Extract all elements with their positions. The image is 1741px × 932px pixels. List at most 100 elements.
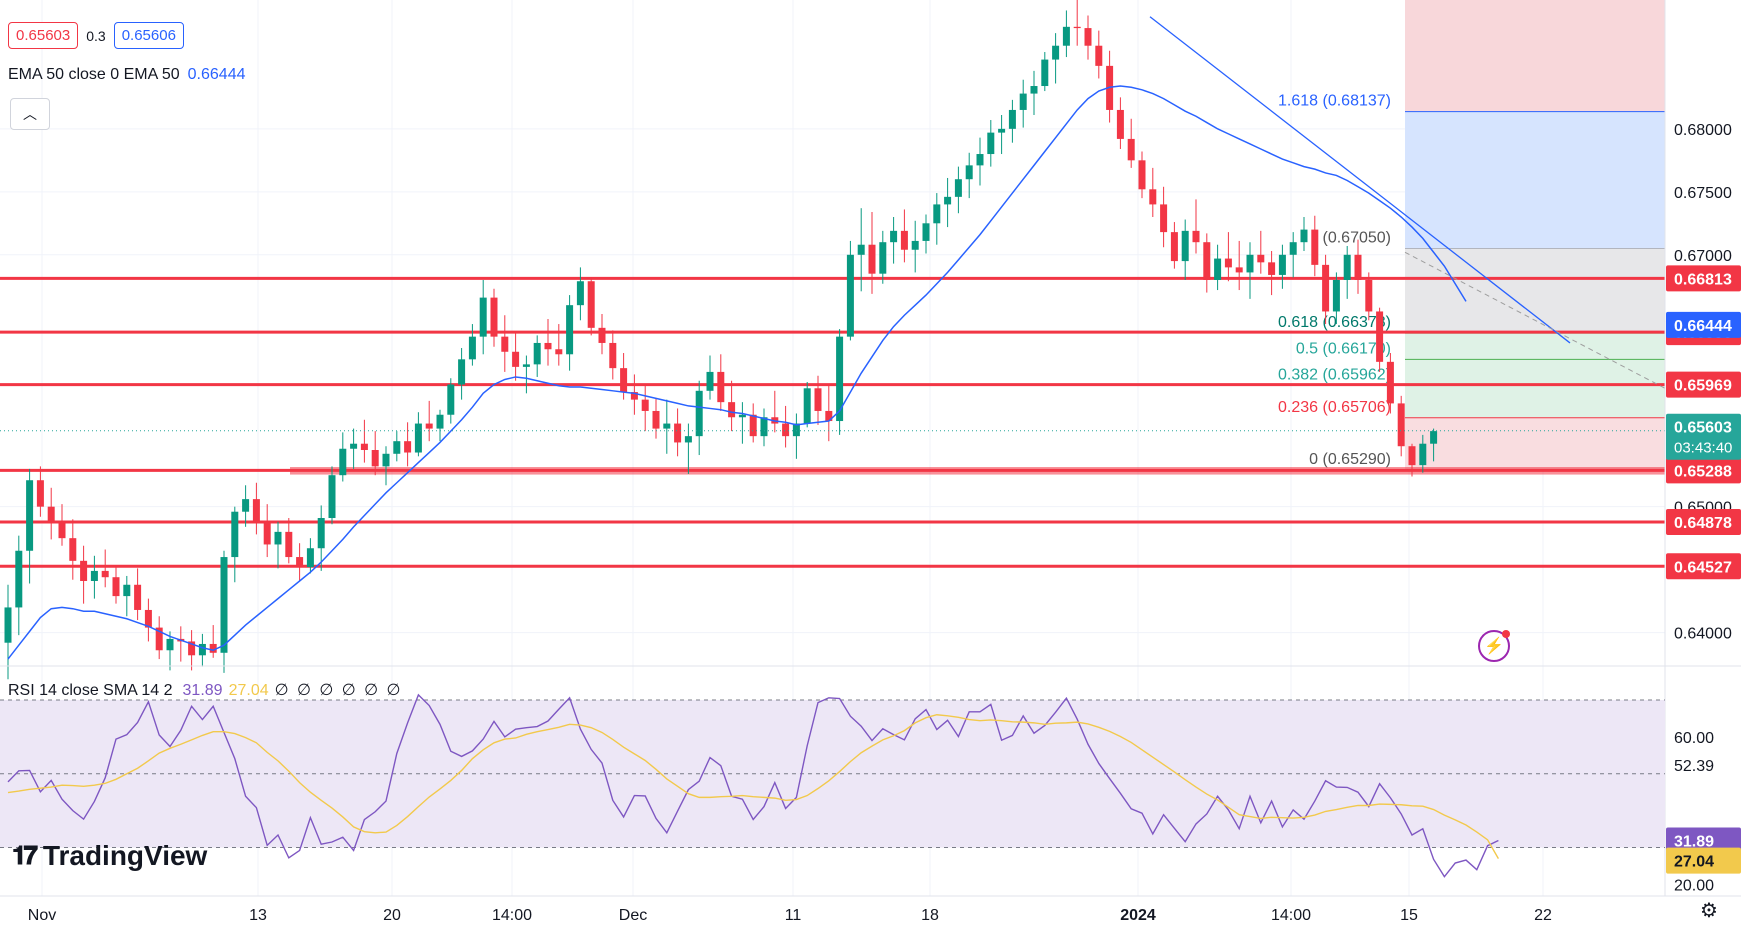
candle-body (155, 627, 163, 651)
candle-body (1116, 109, 1124, 139)
sr-price-tag (1666, 265, 1741, 292)
rsi-value-label: 31.89 (1674, 834, 1714, 851)
candle-body (360, 443, 368, 451)
price-tick-label: 0.67500 (1674, 185, 1732, 202)
candle-body (792, 423, 800, 437)
candle-body (198, 643, 206, 656)
candle-body (339, 448, 347, 476)
time-tick-label: 15 (1400, 907, 1418, 924)
candle-body (15, 550, 23, 608)
candle-body (1214, 258, 1222, 280)
candle-body (1084, 28, 1092, 46)
ema-legend[interactable]: EMA 50 close 0 EMA 50 0.66444 (8, 66, 246, 84)
candle-body (868, 244, 876, 274)
candle-body (760, 417, 768, 437)
candle-body (944, 196, 952, 205)
candle-body (501, 336, 509, 352)
candle-body (1062, 26, 1070, 46)
candle-body (1278, 254, 1286, 275)
rsi-legend-value: 31.89 (182, 682, 223, 699)
fib-label-0.382: 0.382 (0.65962) (1278, 367, 1391, 384)
candle-body (544, 342, 552, 350)
candle-body (252, 499, 260, 522)
fib-label-0: 0 (0.65290) (1309, 451, 1391, 468)
candle-body (1008, 109, 1016, 129)
ema-legend-label: EMA 50 close 0 EMA 50 (8, 66, 180, 83)
fib-label-0.236: 0.236 (0.65706) (1278, 399, 1391, 416)
candle-body (4, 607, 12, 643)
candle-body (1095, 45, 1103, 66)
candle-body (1138, 160, 1146, 190)
candle-body (1332, 279, 1340, 312)
candle-body (1408, 446, 1416, 466)
candle-body (274, 531, 282, 545)
candle-body (1160, 204, 1168, 233)
candle-body (857, 244, 865, 255)
candle-body (436, 414, 444, 429)
rsi-tick-label: 20.00 (1674, 877, 1714, 894)
candle-body (890, 230, 898, 243)
rsi-sma-legend-value: 27.04 (228, 682, 269, 699)
ema-line (7, 85, 1467, 660)
time-tick-label: 20 (383, 907, 401, 924)
candle-body (846, 254, 854, 337)
candle-body (69, 538, 77, 561)
candle-body (425, 423, 433, 429)
time-tick-label: 11 (785, 907, 802, 924)
rsi-legend[interactable]: RSI 14 close SMA 14 2 31.89 27.04 ∅ ∅ ∅ ∅ ∅… (8, 680, 402, 700)
candle-body (1052, 45, 1060, 60)
sell-button[interactable]: 0.65603 (8, 22, 79, 49)
time-tick-label: 13 (249, 907, 267, 924)
candle-body (382, 453, 390, 467)
time-tick-label: 14:00 (1271, 907, 1311, 924)
sr-price-tag (1666, 509, 1741, 536)
candle-body (317, 518, 325, 549)
candle-body (144, 609, 152, 628)
price-tick-label: 0.64000 (1674, 626, 1732, 643)
candle-body (242, 499, 250, 512)
rsi-tick-label: 60.00 (1674, 730, 1714, 747)
candle-body (414, 423, 422, 453)
sr-price-label: 0.65288 (1674, 463, 1732, 480)
candle-body (1322, 264, 1330, 312)
current-price-label: 0.65603 (1674, 420, 1732, 437)
collapse-legend-button[interactable]: ︿ (10, 98, 50, 130)
candle-body (36, 480, 44, 507)
time-tick-label: 22 (1534, 907, 1552, 924)
lightning-icon[interactable]: ⚡ (1478, 630, 1510, 662)
candle-body (404, 441, 412, 453)
candle-body (911, 240, 919, 250)
rsi-ma-label: 27.04 (1674, 854, 1714, 871)
candle-body (1397, 403, 1405, 447)
candle-body (825, 410, 833, 422)
candle-body (296, 557, 304, 568)
candle-body (782, 423, 790, 437)
candle-body (738, 414, 746, 418)
chevron-up-icon: ︿ (23, 106, 37, 122)
candle-body (350, 443, 358, 449)
candle-body (1289, 242, 1297, 255)
candle-body (620, 368, 628, 393)
candle-body (263, 521, 271, 545)
tradingview-logo[interactable]: 𝟏𝟕 TradingView (12, 840, 207, 872)
time-tick-label: Dec (619, 907, 647, 924)
candle-body (231, 511, 239, 558)
candle-body (1268, 262, 1276, 275)
time-tick-label: 14:00 (492, 907, 532, 924)
fib-label-1.618: 1.618 (0.68137) (1278, 93, 1391, 110)
candle-body (393, 441, 401, 454)
gear-icon[interactable]: ⚙ (1700, 900, 1718, 922)
candle-body (641, 399, 649, 411)
candle-body (814, 388, 822, 411)
candle-body (922, 223, 930, 241)
candle-body (1246, 254, 1254, 273)
candle-body (490, 297, 498, 337)
candle-body (101, 570, 109, 578)
candle-body (1311, 229, 1319, 265)
rsi-line (7, 693, 1499, 878)
candle-body (1354, 254, 1362, 280)
candle-body (566, 305, 574, 355)
buy-button[interactable]: 0.65606 (113, 22, 184, 49)
projection-line (1404, 251, 1666, 389)
